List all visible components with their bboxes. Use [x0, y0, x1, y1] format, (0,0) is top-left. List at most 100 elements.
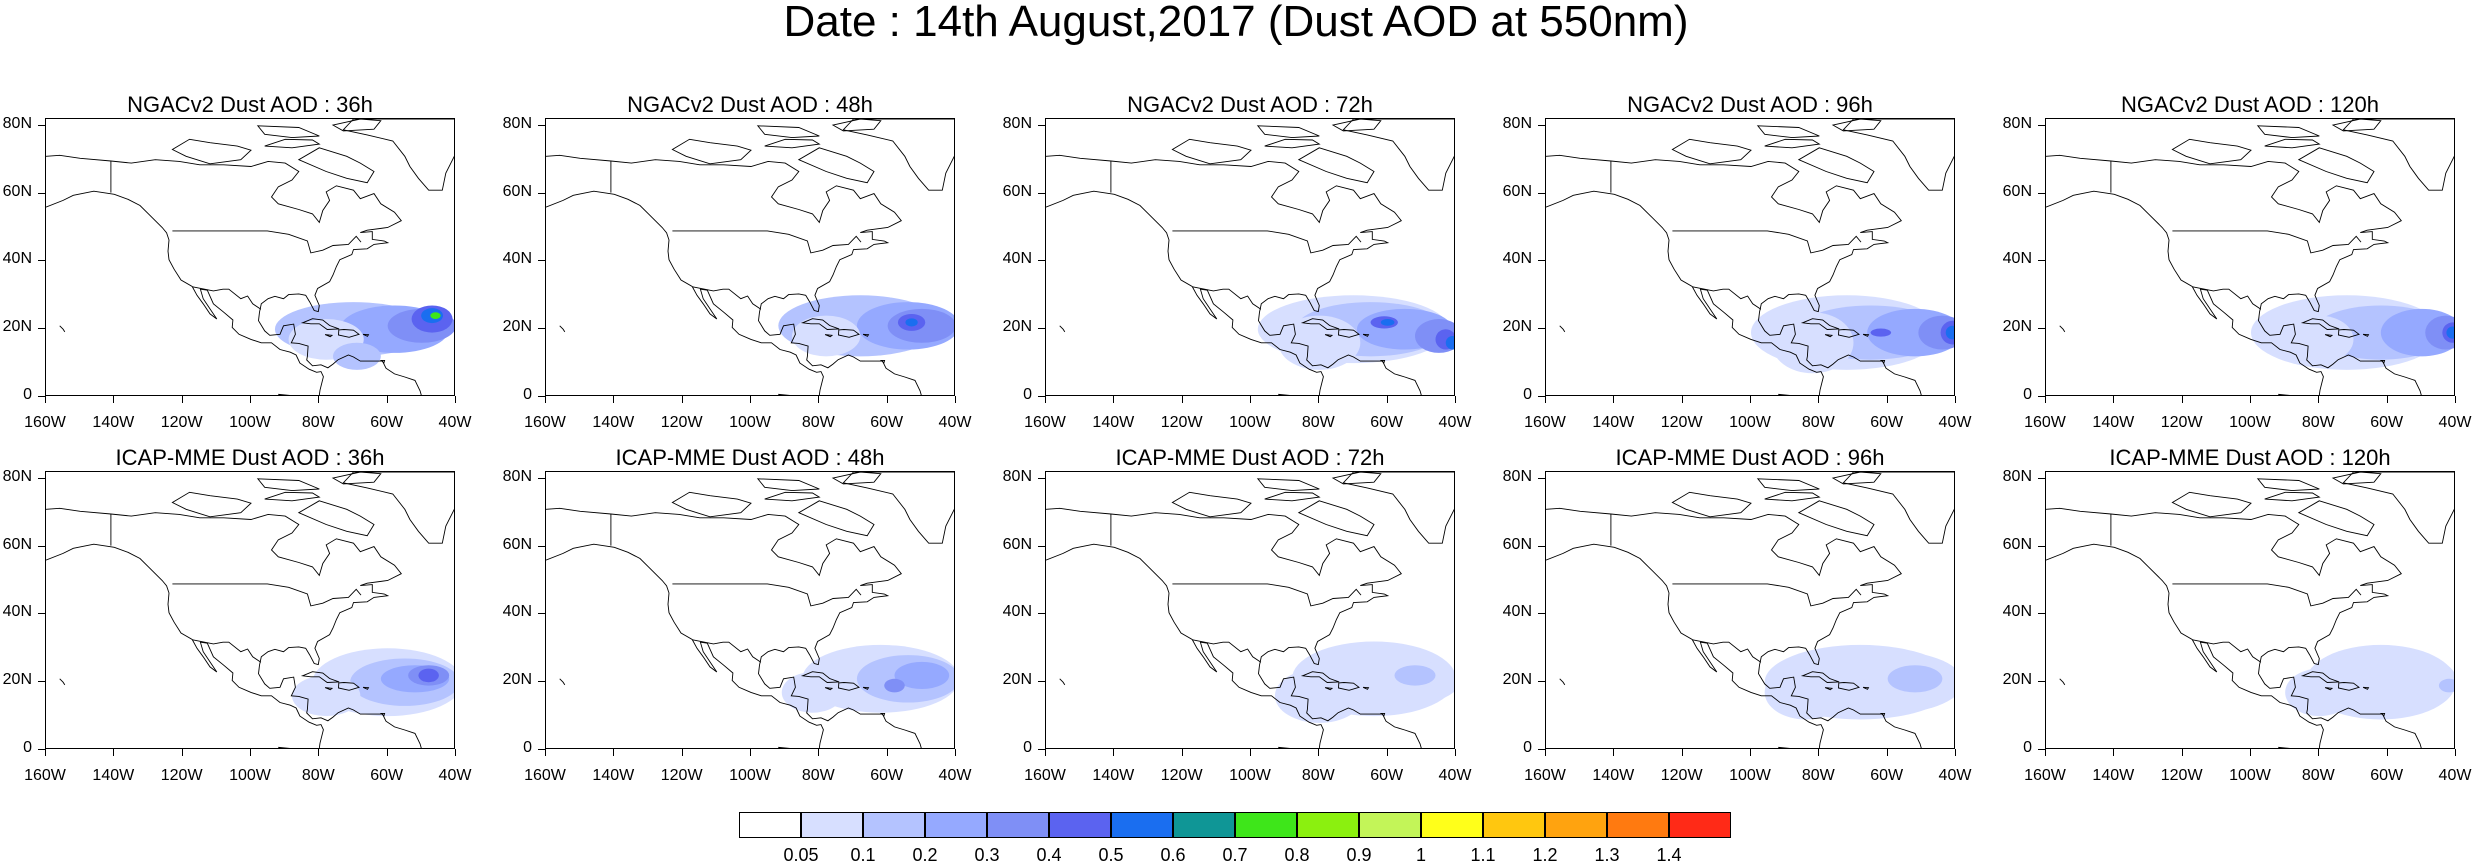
latitude-tick [38, 192, 45, 194]
latitude-label: 0 [23, 739, 32, 756]
map-canvas [46, 472, 454, 748]
island-outline [2256, 478, 2320, 492]
latitude-label: 20N [2002, 671, 2032, 689]
map-panel: NGACv2 Dust AOD : 120h 80N 60N 40N 20N 0 160W 1… [2000, 0, 2472, 440]
colorbar-label: 1.4 [1656, 845, 1682, 865]
latitude-tick [2038, 396, 2045, 397]
longitude-tick [386, 749, 388, 756]
longitude-label: 140W [1092, 767, 1135, 784]
map-frame [1545, 471, 1955, 749]
colorbar-swatch [1359, 812, 1421, 838]
dust-aod-field [1751, 295, 1954, 374]
latitude-label: 80N [502, 114, 532, 132]
island-outline [824, 687, 834, 691]
map-canvas [546, 472, 954, 748]
dust-aod-field [274, 302, 454, 370]
latitude-label: 0 [1023, 739, 1032, 756]
longitude-tick [1113, 749, 1115, 756]
longitude-label: 100W [229, 414, 271, 431]
latitude-label: 60N [1502, 535, 1532, 553]
longitude-tick [2250, 749, 2251, 756]
island-outline [362, 333, 370, 337]
latitude-tick [538, 328, 545, 330]
colorbar-swatch [1111, 812, 1173, 838]
latitude-tick [38, 396, 45, 397]
aod-contour-fill [1380, 319, 1395, 326]
island-outline [1331, 472, 1382, 485]
longitude-tick [2181, 749, 2183, 756]
longitude-tick [818, 749, 820, 756]
colorbar-label: 0.8 [1284, 845, 1310, 865]
island-outline [1300, 318, 1340, 330]
map-panel: NGACv2 Dust AOD : 48h 80N 60N 40N 20N 0 160W 14… [500, 0, 1000, 440]
longitude-label: 160W [2024, 767, 2066, 784]
aod-contour-fill [418, 668, 439, 683]
longitude-tick [545, 396, 546, 403]
latitude-label: 40N [1502, 603, 1532, 621]
longitude-label: 40W [2438, 767, 2472, 784]
island-outline [880, 712, 886, 717]
latitude-tick [1038, 613, 1045, 615]
island-outline [1297, 147, 1375, 184]
island-outline [2362, 333, 2370, 337]
island-outline [831, 119, 882, 132]
latitude-label: 40N [2, 603, 32, 621]
longitude-tick [2318, 396, 2320, 403]
longitude-tick [113, 749, 115, 756]
longitude-label: 80W [801, 414, 835, 431]
coastline [2046, 154, 2422, 395]
island-outline [797, 500, 875, 537]
island-outline [2059, 678, 2066, 686]
longitude-label: 160W [524, 767, 566, 784]
island-outline [838, 329, 860, 338]
map-panel: ICAP-MME Dust AOD : 48h 80N 60N 40N 20N 0 160W… [500, 353, 1000, 793]
map-panel: NGACv2 Dust AOD : 72h 80N 60N 40N 20N 0 160W 14… [1000, 0, 1500, 440]
island-outline [2171, 491, 2252, 518]
latitude-tick [1538, 124, 1545, 126]
longitude-label: 60W [2370, 767, 2404, 784]
latitude-tick [2038, 124, 2045, 126]
latitude-tick [1038, 328, 1045, 330]
panel-title: ICAP-MME Dust AOD : 120h [2109, 445, 2391, 470]
country-border [172, 583, 362, 607]
longitude-label: 40W [1438, 414, 1472, 431]
island-outline [1831, 119, 1882, 132]
colorbar-label: 1 [1415, 845, 1426, 865]
colorbar-swatch [1173, 812, 1235, 838]
longitude-label: 140W [592, 414, 635, 431]
island-outline [324, 334, 334, 338]
latitude-tick [2038, 749, 2045, 750]
island-outline [1764, 138, 1821, 149]
latitude-label: 60N [502, 182, 532, 200]
panel-title: ICAP-MME Dust AOD : 96h [1615, 445, 1885, 470]
longitude-label: 80W [301, 414, 335, 431]
coastline [1046, 507, 1422, 748]
longitude-tick [955, 396, 956, 403]
country-border [692, 639, 762, 663]
island-outline [1059, 325, 1066, 333]
aod-contour-fill [781, 672, 844, 713]
aod-contour-fill [1945, 325, 1954, 340]
latitude-label: 80N [2002, 114, 2032, 132]
island-outline [338, 682, 360, 691]
longitude-tick [2386, 396, 2388, 403]
longitude-label: 60W [1870, 767, 1904, 784]
latitude-label: 80N [502, 467, 532, 485]
longitude-label: 140W [92, 414, 135, 431]
map-canvas [1046, 119, 1454, 395]
longitude-tick [2455, 396, 2456, 403]
country-border [1672, 230, 1862, 254]
longitude-tick [318, 749, 320, 756]
latitude-tick [1038, 681, 1045, 683]
island-outline [380, 359, 386, 364]
island-outline [1671, 138, 1752, 165]
dust-aod-field [1274, 641, 1454, 723]
aod-contour-fill [884, 678, 905, 693]
longitude-label: 140W [92, 767, 135, 784]
dust-aod-field [2251, 295, 2454, 370]
longitude-tick [1318, 396, 1320, 403]
longitude-tick [1250, 749, 1251, 756]
island-outline [1862, 686, 1870, 690]
colorbar-swatch [987, 812, 1049, 838]
longitude-tick [1886, 749, 1888, 756]
